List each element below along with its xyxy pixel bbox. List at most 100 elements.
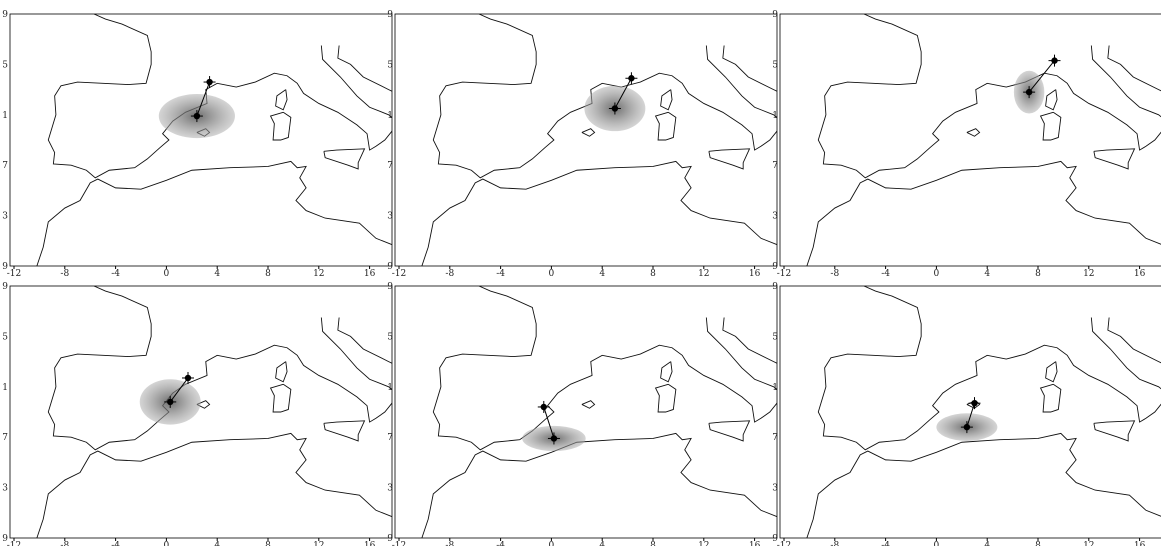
x-tick-label: 8 <box>1035 269 1041 279</box>
x-tick-label: 12 <box>1083 269 1094 279</box>
y-tick-label: 7 <box>387 161 393 171</box>
x-tick-label: 16 <box>1134 269 1146 279</box>
coastline <box>705 317 777 391</box>
coastline <box>654 383 677 413</box>
x-tick-label: -12 <box>777 269 792 279</box>
track-point <box>971 399 978 407</box>
track-line <box>169 377 189 403</box>
coastline <box>705 45 777 119</box>
x-tick-label: 0 <box>549 541 555 546</box>
y-tick-label: 9 <box>2 10 8 20</box>
coastline <box>320 45 392 119</box>
y-tick-label: 5 <box>387 60 393 70</box>
x-tick-label: 0 <box>549 269 555 279</box>
track-point <box>540 403 547 411</box>
x-tick-label: 4 <box>984 269 990 279</box>
y-tick-label: 9 <box>772 262 778 272</box>
coastline <box>269 111 292 141</box>
coastline <box>47 14 392 179</box>
y-tick-label: 1 <box>387 383 393 393</box>
coastline <box>722 317 777 364</box>
coastline <box>806 432 1161 538</box>
coastline <box>36 160 392 266</box>
track-point <box>1051 57 1058 64</box>
x-tick-label: -4 <box>881 541 890 546</box>
coastline <box>323 420 366 442</box>
coastline <box>581 128 596 137</box>
panel-frame <box>779 285 1161 539</box>
x-tick-label: 4 <box>214 541 220 546</box>
track-point <box>963 423 971 431</box>
track-point <box>628 75 635 82</box>
coastline <box>966 128 981 137</box>
coastline <box>432 286 777 451</box>
x-tick-label: 16 <box>749 541 761 546</box>
x-tick-label: -4 <box>496 269 505 279</box>
coastline <box>660 361 673 383</box>
coastline <box>660 89 673 111</box>
y-tick-label: 9 <box>772 10 778 20</box>
track-line <box>1028 60 1055 93</box>
coastline <box>1107 45 1161 92</box>
x-tick-label: 4 <box>599 269 605 279</box>
x-tick-label: -12 <box>777 541 792 546</box>
map-panel: -12 -8 -4 0 4 8 12 16 9 5 1 7 3 9 <box>772 282 1161 550</box>
x-tick-label: -12 <box>7 269 22 279</box>
track-point <box>193 112 201 120</box>
x-tick-label: -4 <box>111 541 120 546</box>
x-tick-label: -12 <box>392 269 407 279</box>
coastline <box>1045 89 1058 111</box>
map-area <box>806 286 1161 538</box>
x-tick-label: -12 <box>7 541 22 546</box>
map-panel: -12 -8 -4 0 4 8 12 16 9 5 1 7 3 9 <box>387 282 778 550</box>
track-line <box>543 406 555 439</box>
track-point <box>611 105 619 112</box>
x-tick-label: -4 <box>111 269 120 279</box>
x-tick-label: 8 <box>1035 541 1041 546</box>
y-tick-label: 1 <box>2 383 8 393</box>
y-tick-label: 7 <box>772 161 778 171</box>
y-tick-label: 7 <box>2 433 8 443</box>
x-tick-label: 12 <box>698 269 709 279</box>
track-point <box>1025 88 1033 96</box>
map-area <box>421 286 777 538</box>
coastline <box>47 286 392 451</box>
coastline <box>196 400 211 409</box>
x-tick-label: -8 <box>830 269 839 279</box>
x-tick-label: 8 <box>265 269 271 279</box>
track-point <box>550 435 558 442</box>
x-tick-label: 12 <box>698 541 709 546</box>
coastline <box>1107 317 1161 364</box>
coastline <box>722 45 777 92</box>
coastline <box>269 383 292 413</box>
track-point <box>167 398 174 406</box>
x-tick-label: -4 <box>496 541 505 546</box>
map-panel: -12 -8 -4 0 4 8 12 16 9 5 1 7 3 9 <box>772 10 1161 279</box>
y-tick-label: 9 <box>772 534 778 544</box>
coastline <box>421 160 777 266</box>
x-tick-label: 0 <box>934 541 940 546</box>
x-tick-label: -8 <box>445 269 454 279</box>
coastline <box>817 286 1161 451</box>
map-area <box>421 14 777 266</box>
coastline <box>432 14 777 179</box>
y-tick-label: 3 <box>772 212 778 222</box>
map-area <box>806 14 1161 266</box>
map-panel: -12 -8 -4 0 4 8 12 16 9 5 1 7 3 9 <box>387 10 778 279</box>
x-tick-label: 16 <box>364 541 376 546</box>
map-area <box>36 286 392 538</box>
panel-frame <box>394 13 778 267</box>
x-tick-label: 12 <box>1083 541 1094 546</box>
y-tick-label: 1 <box>2 111 8 121</box>
panel-frame <box>394 285 778 539</box>
y-tick-label: 9 <box>2 534 8 544</box>
x-tick-label: 0 <box>164 541 170 546</box>
coastline <box>654 111 677 141</box>
x-tick-label: -8 <box>830 541 839 546</box>
coastline <box>323 148 366 170</box>
y-tick-label: 5 <box>2 60 8 70</box>
x-tick-label: 8 <box>650 541 656 546</box>
y-tick-label: 7 <box>387 433 393 443</box>
coastline <box>337 45 392 92</box>
coastline <box>337 317 392 364</box>
